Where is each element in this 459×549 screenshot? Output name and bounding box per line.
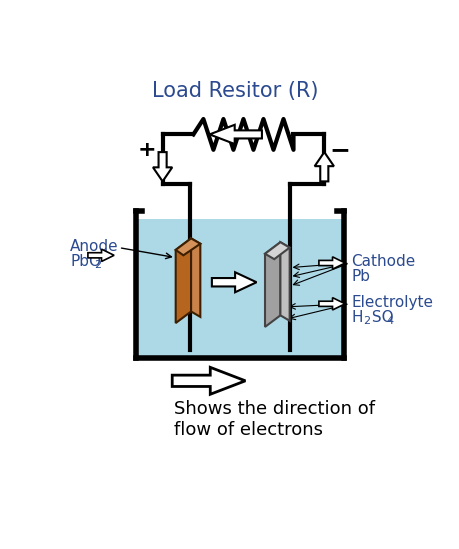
Polygon shape (318, 298, 344, 310)
Text: 2: 2 (94, 260, 101, 270)
Polygon shape (264, 242, 289, 259)
Text: +: + (138, 140, 156, 160)
Polygon shape (153, 152, 172, 181)
Text: 4: 4 (386, 316, 393, 326)
Polygon shape (88, 249, 114, 261)
Polygon shape (264, 242, 280, 327)
Text: SO: SO (367, 310, 393, 325)
Polygon shape (314, 152, 333, 181)
Polygon shape (209, 125, 261, 144)
Text: Cathode: Cathode (351, 254, 414, 269)
Text: Pb: Pb (351, 270, 369, 284)
Polygon shape (190, 238, 200, 317)
Polygon shape (280, 242, 289, 321)
Text: Anode: Anode (70, 239, 118, 254)
Polygon shape (175, 238, 200, 255)
Text: H: H (351, 310, 362, 325)
Text: Electrolyte: Electrolyte (351, 295, 432, 310)
Text: 2: 2 (362, 316, 369, 326)
Bar (135, 219, 343, 358)
Text: Load Resitor (R): Load Resitor (R) (152, 81, 318, 100)
Text: Shows the direction of
flow of electrons: Shows the direction of flow of electrons (174, 400, 375, 439)
Polygon shape (172, 367, 245, 394)
Text: −: − (329, 138, 349, 162)
Text: PbO: PbO (70, 254, 101, 269)
Polygon shape (318, 257, 344, 269)
Polygon shape (175, 238, 190, 323)
Polygon shape (212, 272, 256, 292)
